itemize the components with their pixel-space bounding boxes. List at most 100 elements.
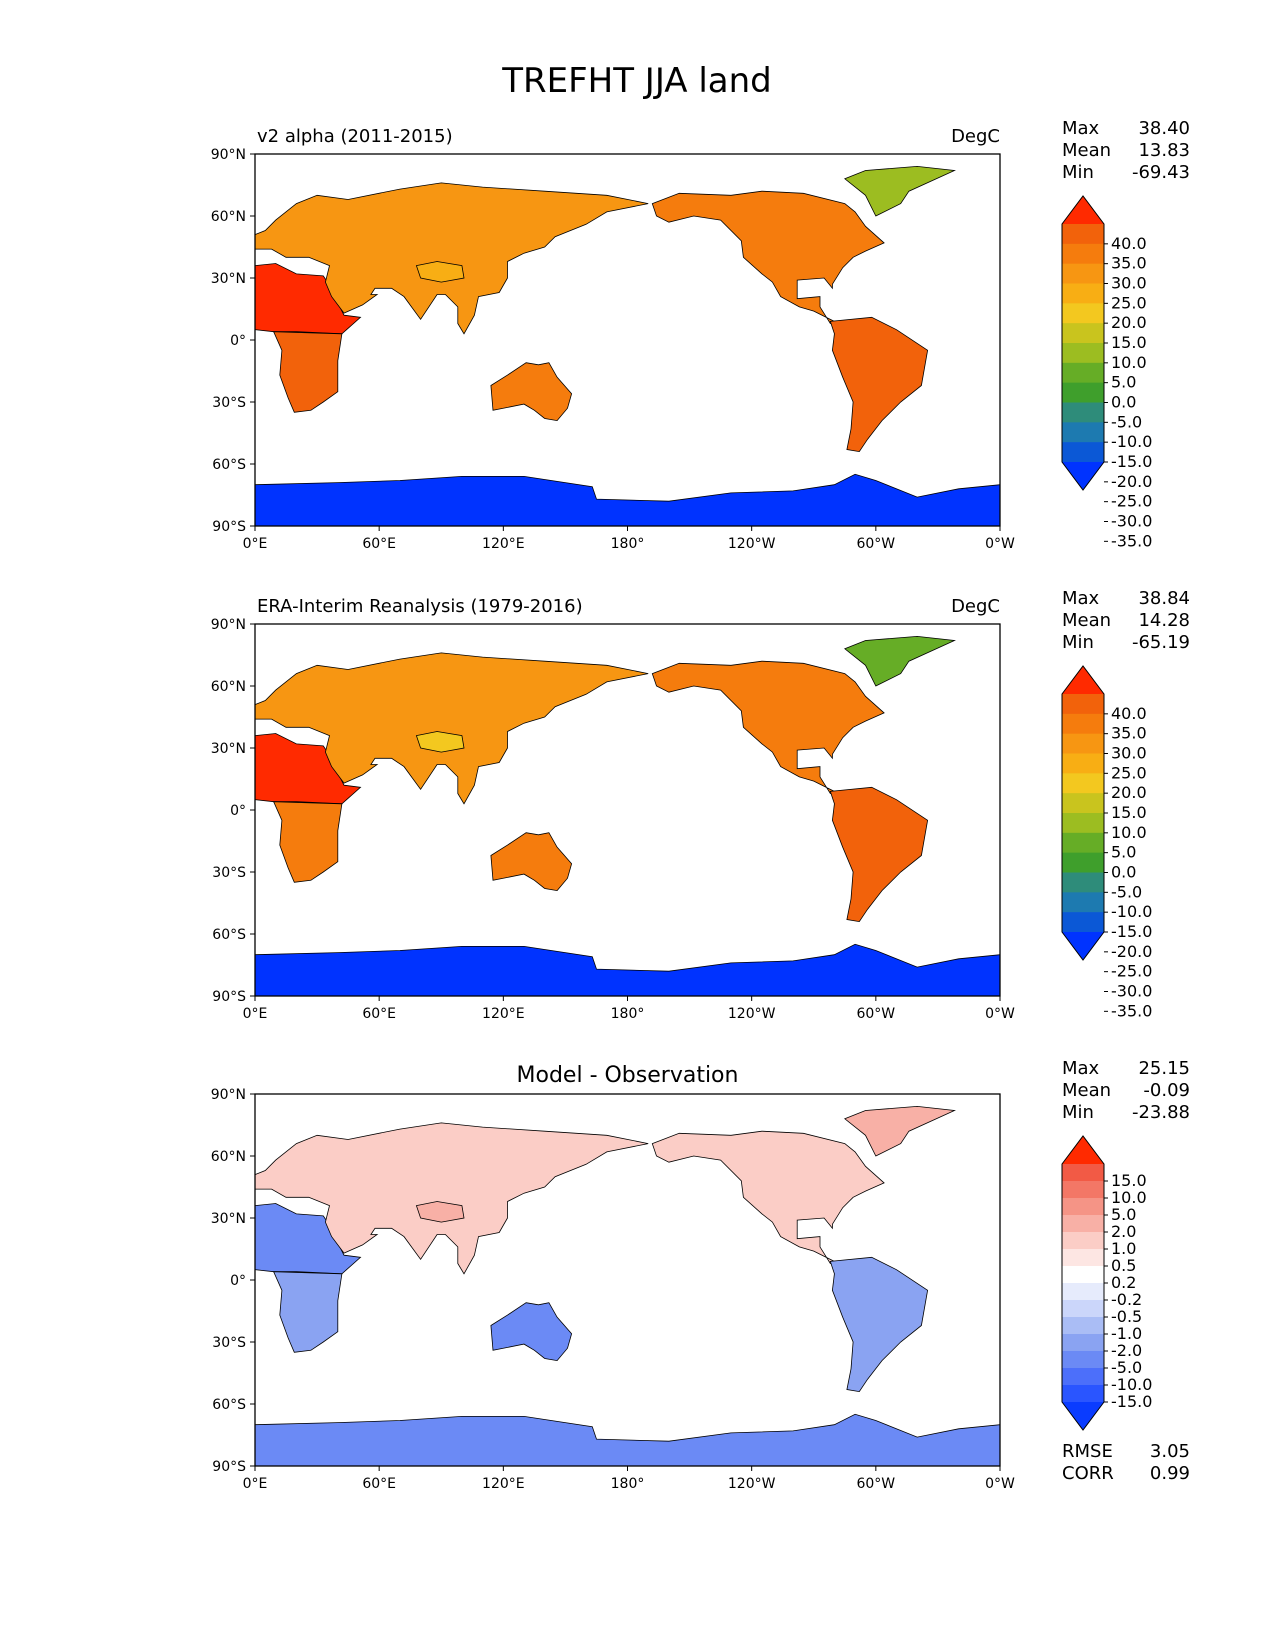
colorbar-tick-label: -0.2 [1111,1290,1142,1309]
colorbar-tick-label: 20.0 [1111,783,1147,802]
x-tick-label: 120°E [482,536,525,552]
colorbar-tick-label: -0.5 [1111,1307,1142,1326]
land-tibet [415,731,465,753]
stat-value: 13.83 [1138,140,1190,161]
colorbar-tick-label: -20.0 [1111,472,1152,491]
colorbar-tick-label: -30.0 [1111,982,1152,1001]
colorbar-segment [1062,1198,1104,1216]
colorbar-segment [1062,733,1104,755]
colorbar-tick-label: -15.0 [1111,922,1152,941]
colorbar-segment [1062,1266,1104,1284]
colorbar: 40.035.030.025.020.015.010.05.00.0-5.0-1… [1061,195,1152,550]
panel-units: DegC [951,126,1000,147]
land-greenland [844,1105,956,1157]
colorbar-segment [1062,243,1104,265]
colorbar-segment [1062,442,1104,463]
land-north_africa [254,733,362,805]
colorbar-segment [1062,1368,1104,1386]
stat-label: Mean [1062,140,1111,161]
colorbar-tick-label: -10.0 [1111,1375,1152,1394]
colorbar-segment [1062,912,1104,933]
colorbar-tick-label: -25.0 [1111,962,1152,981]
land-australia [490,362,573,422]
colorbar-tick-label: 20.0 [1111,313,1147,332]
map-panel: v2 alpha (2011-2015) DegC 90°N 60°N 30°N 0° 30… [211,118,1190,552]
colorbar-tick-label: -5.0 [1111,412,1142,431]
land-greenland [844,165,956,217]
colorbar-cap-bottom [1062,462,1104,490]
y-tick-label: 60°N [211,679,246,695]
y-tick-label: 60°N [211,1149,246,1165]
colorbar-segment [1062,1334,1104,1352]
stat-label: Min [1062,162,1094,183]
colorbar-tick-label: 5.0 [1111,843,1136,862]
colorbar-cap-bottom [1062,932,1104,960]
x-tick-label: 0°E [243,536,268,552]
colorbar-segment [1062,1181,1104,1199]
y-tick-label: 90°S [212,989,246,1005]
land-australia [490,1302,573,1362]
stat-label: Max [1062,118,1100,139]
colorbar-tick-label: 0.0 [1111,863,1136,882]
land-north_africa [254,1203,362,1275]
x-tick-label: 60°W [856,1006,895,1022]
stat-value: 14.28 [1138,610,1190,631]
colorbar-segment [1062,832,1104,854]
colorbar-tick-label: 35.0 [1111,254,1147,273]
stat-value: 38.84 [1138,588,1190,609]
colorbar-segment [1062,1164,1104,1182]
colorbar-tick-label: -15.0 [1111,1392,1152,1411]
colorbar-segment [1062,1351,1104,1369]
colorbar-tick-label: 2.0 [1111,1222,1136,1241]
colorbar-tick-label: 15.0 [1111,803,1147,822]
colorbar-tick-label: 25.0 [1111,293,1147,312]
x-tick-label: 60°E [362,1476,396,1492]
land-eurasia [254,182,649,335]
colorbar-tick-label: -35.0 [1111,1001,1152,1020]
colorbar-tick-label: -2.0 [1111,1341,1142,1360]
colorbar-tick-label: 5.0 [1111,1205,1136,1224]
colorbar-cap-top [1062,196,1104,224]
x-tick-label: 60°E [362,1006,396,1022]
stat-value: 3.05 [1150,1441,1190,1462]
colorbar-cap-top [1062,666,1104,694]
x-tick-label: 0°W [985,1476,1015,1492]
colorbar-tick-label: 40.0 [1111,704,1147,723]
y-tick-label: 30°S [212,395,246,411]
land-australia [490,832,573,892]
stat-value: -0.09 [1143,1080,1190,1101]
colorbar-tick-label: 15.0 [1111,333,1147,352]
x-tick-label: 60°W [856,536,895,552]
x-tick-label: 0°W [985,1006,1015,1022]
colorbar-segment [1062,283,1104,304]
y-tick-label: 90°S [212,1459,246,1475]
colorbar-tick-label: 0.0 [1111,393,1136,412]
stat-label: Min [1062,1102,1094,1123]
x-tick-label: 0°W [985,536,1015,552]
colorbar-segment [1062,224,1104,245]
stat-value: 0.99 [1150,1463,1190,1484]
y-tick-label: 30°N [211,1211,246,1227]
colorbar-segment [1062,694,1104,715]
stat-value: 25.15 [1138,1058,1190,1079]
colorbar-segment [1062,1385,1104,1403]
colorbar-segment [1062,343,1104,364]
land-south_america [829,786,929,923]
colorbar-tick-label: -30.0 [1111,512,1152,531]
x-tick-label: 0°E [243,1006,268,1022]
colorbar-segment [1062,713,1104,735]
land-greenland [844,635,956,687]
land-north_america [651,1130,885,1264]
colorbar-segment [1062,402,1104,423]
y-tick-label: 90°N [211,617,246,633]
y-tick-label: 0° [230,803,246,819]
stat-label: Mean [1062,1080,1111,1101]
colorbar-tick-label: 0.5 [1111,1256,1136,1275]
colorbar-tick-label: 25.0 [1111,763,1147,782]
colorbar-tick-label: 35.0 [1111,724,1147,743]
colorbar-tick-label: 0.2 [1111,1273,1136,1292]
panel-units: DegC [951,596,1000,617]
land-south_america [829,1256,929,1393]
stat-label: RMSE [1062,1441,1113,1462]
colorbar-tick-label: -1.0 [1111,1324,1142,1343]
